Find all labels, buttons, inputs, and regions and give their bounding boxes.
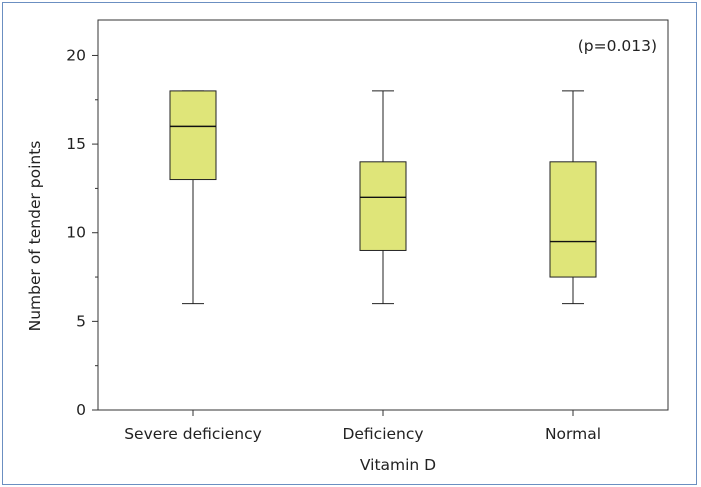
- y-tick-label: 10: [66, 224, 86, 242]
- y-tick-label: 5: [76, 312, 86, 330]
- iqr-box: [359, 161, 407, 251]
- x-tick-label: Normal: [545, 425, 601, 443]
- box-0: [169, 90, 217, 305]
- y-axis-title: Number of tender points: [26, 141, 44, 332]
- iqr-box: [169, 90, 217, 181]
- y-tick-label: 0: [76, 401, 86, 419]
- y-axis: 0 5 10 15 20: [66, 46, 98, 419]
- y-tick-label: 20: [66, 46, 86, 64]
- y-tick-label: 15: [66, 135, 86, 153]
- iqr-box: [549, 161, 597, 278]
- box-2: [549, 90, 597, 305]
- x-tick-label: Deficiency: [342, 425, 423, 443]
- x-axis: Severe deficiency Deficiency Normal: [124, 410, 601, 443]
- x-tick-label: Severe deficiency: [124, 425, 262, 443]
- p-value-annotation: (p=0.013): [578, 37, 657, 55]
- x-axis-title: Vitamin D: [360, 456, 436, 474]
- box-series: [169, 90, 597, 305]
- box-1: [359, 90, 407, 305]
